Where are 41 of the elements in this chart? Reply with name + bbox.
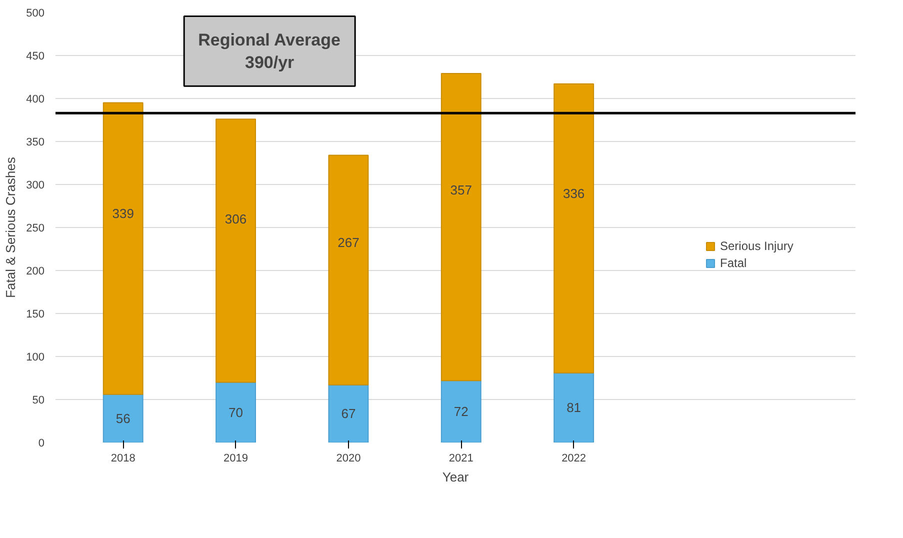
- y-tick-label: 500: [26, 8, 45, 20]
- x-tick-label: 2021: [448, 452, 474, 464]
- x-tick-label: 2020: [336, 452, 361, 464]
- x-axis-title: Year: [442, 470, 470, 484]
- data-label: 306: [224, 212, 247, 227]
- bar: [440, 73, 482, 382]
- y-tick-label: 50: [32, 394, 45, 406]
- ref-line-label: Regional Average 390/yr: [198, 30, 340, 72]
- legend-label: Fatal: [720, 256, 747, 270]
- bar: [102, 102, 144, 395]
- y-tick-label: 400: [26, 94, 45, 106]
- bar: [216, 118, 256, 383]
- y-tick-label: 450: [26, 50, 45, 62]
- data-label: 81: [566, 400, 582, 416]
- y-tick-label: 300: [26, 180, 45, 192]
- bar: [328, 384, 369, 442]
- data-label: 56: [116, 410, 130, 426]
- y-axis-title: Fatal & Serious Crashes: [3, 156, 18, 298]
- bar: [554, 83, 594, 374]
- data-label: 67: [341, 406, 356, 422]
- x-tick-label: 2019: [224, 452, 248, 464]
- y-tick-label: 350: [26, 136, 45, 148]
- bar: [440, 380, 482, 442]
- data-label: 70: [228, 404, 244, 420]
- y-tick-label: 0: [38, 438, 45, 450]
- bar: [554, 372, 594, 442]
- bar: [216, 382, 256, 442]
- data-label: 336: [562, 186, 585, 202]
- y-tick-label: 150: [26, 308, 45, 320]
- y-tick-label: 250: [26, 222, 45, 234]
- y-tick-label: 200: [26, 266, 45, 278]
- data-label: 267: [338, 235, 360, 250]
- y-tick-label: 100: [26, 352, 45, 364]
- bar: [328, 154, 369, 386]
- bar: [102, 394, 144, 442]
- data-label: 72: [454, 404, 468, 420]
- legend-label: Serious Injury: [720, 239, 794, 253]
- x-tick-label: 2022: [562, 452, 586, 464]
- x-tick-label: 2018: [110, 452, 136, 464]
- data-label: 339: [112, 206, 134, 222]
- data-label: 357: [450, 182, 472, 198]
